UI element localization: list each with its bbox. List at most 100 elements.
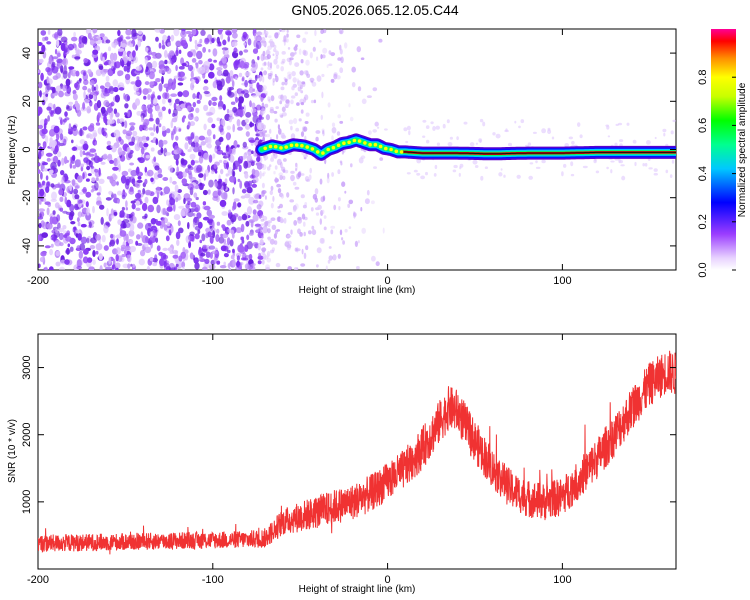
- noise-blob: [249, 160, 256, 164]
- noise-blob: [142, 215, 147, 219]
- ridge-dot: [331, 145, 336, 150]
- noise-blob: [204, 258, 210, 264]
- noise-blob: [96, 100, 102, 109]
- noise-blob: [98, 178, 105, 184]
- noise-blob: [181, 261, 186, 268]
- noise-blob: [277, 210, 282, 213]
- noise-blob: [110, 214, 114, 219]
- noise-blob: [315, 130, 321, 134]
- noise-blob: [144, 246, 152, 254]
- noise-blob: [95, 122, 101, 126]
- noise-blob: [167, 42, 172, 47]
- noise-blob: [56, 52, 61, 58]
- snr-series: [38, 350, 676, 555]
- noise-blob: [120, 244, 126, 249]
- noise-blob: [267, 220, 273, 224]
- noise-blob: [209, 235, 214, 244]
- noise-blob: [403, 127, 408, 132]
- noise-blob: [102, 56, 105, 64]
- noise-blob: [408, 130, 411, 136]
- noise-blob: [302, 204, 307, 209]
- noise-blob: [149, 231, 154, 238]
- noise-blob: [348, 103, 351, 108]
- noise-blob: [338, 29, 344, 35]
- noise-blob: [244, 173, 249, 179]
- noise-blob: [290, 174, 295, 182]
- noise-blob: [294, 203, 299, 210]
- noise-blob: [182, 266, 185, 270]
- noise-blob: [74, 194, 80, 200]
- noise-blob: [303, 50, 308, 57]
- noise-blob: [83, 71, 86, 77]
- noise-blob: [261, 182, 265, 189]
- noise-blob: [50, 183, 55, 188]
- noise-blob: [192, 221, 196, 228]
- noise-blob: [331, 127, 337, 134]
- noise-blob: [229, 154, 235, 163]
- noise-blob: [167, 52, 173, 59]
- noise-blob: [73, 188, 79, 195]
- noise-blob: [173, 152, 180, 161]
- noise-blob: [147, 169, 154, 177]
- noise-blob: [232, 258, 236, 268]
- noise-blob: [160, 191, 163, 196]
- noise-blob: [632, 139, 637, 144]
- noise-blob: [187, 51, 194, 58]
- noise-blob: [141, 115, 144, 123]
- noise-blob: [251, 94, 258, 98]
- noise-blob: [152, 55, 158, 59]
- noise-blob: [212, 101, 217, 106]
- noise-blob: [235, 76, 238, 80]
- noise-blob: [331, 135, 334, 141]
- noise-blob: [68, 123, 72, 130]
- noise-blob: [368, 130, 372, 136]
- noise-blob: [305, 245, 309, 251]
- noise-blob: [190, 70, 194, 79]
- noise-blob: [115, 254, 119, 262]
- noise-blob: [51, 66, 59, 74]
- noise-blob: [73, 31, 76, 37]
- noise-blob: [276, 229, 281, 232]
- noise-blob: [104, 88, 111, 94]
- noise-blob: [92, 129, 97, 138]
- noise-blob: [561, 171, 564, 177]
- noise-blob: [125, 233, 129, 242]
- noise-blob: [96, 192, 101, 196]
- noise-blob: [300, 194, 305, 199]
- noise-blob: [185, 197, 193, 202]
- noise-blob: [273, 171, 276, 175]
- noise-blob: [252, 209, 257, 215]
- noise-blob: [162, 34, 168, 42]
- noise-blob: [100, 106, 106, 114]
- noise-blob: [205, 251, 211, 258]
- noise-blob: [250, 67, 257, 72]
- noise-blob: [58, 90, 64, 98]
- noise-blob: [366, 95, 372, 98]
- noise-blob: [430, 121, 434, 125]
- noise-blob: [73, 226, 77, 230]
- noise-blob: [48, 55, 52, 65]
- noise-blob: [309, 77, 315, 82]
- noise-blob: [541, 159, 546, 164]
- noise-blob: [422, 135, 426, 138]
- noise-blob: [161, 106, 166, 112]
- noise-blob: [238, 164, 242, 172]
- noise-blob: [155, 78, 161, 83]
- noise-blob: [240, 90, 245, 94]
- noise-blob: [426, 139, 430, 144]
- noise-blob: [158, 139, 164, 148]
- noise-blob: [162, 247, 168, 251]
- noise-blob: [156, 204, 161, 214]
- noise-blob: [129, 239, 134, 244]
- noise-blob: [331, 122, 336, 128]
- noise-blob: [152, 262, 158, 267]
- noise-blob: [42, 141, 47, 149]
- noise-blob: [330, 52, 336, 57]
- noise-blob: [227, 35, 230, 42]
- noise-blob: [225, 147, 233, 155]
- noise-blob: [92, 29, 98, 34]
- noise-blob: [105, 39, 111, 44]
- noise-blob: [520, 119, 525, 124]
- noise-blob: [340, 56, 344, 64]
- noise-blob: [361, 98, 367, 105]
